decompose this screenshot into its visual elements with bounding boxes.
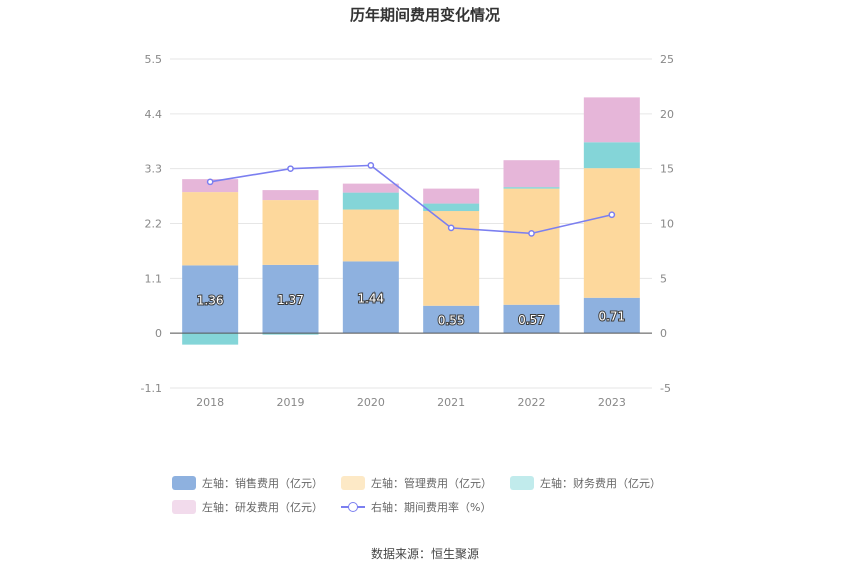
bar-finance bbox=[182, 333, 239, 345]
bar-rnd bbox=[503, 160, 560, 188]
y-left-tick-label: 4.4 bbox=[145, 108, 163, 121]
rate-series-line bbox=[210, 164, 613, 235]
bar-sales bbox=[503, 304, 560, 334]
bar-admin bbox=[583, 168, 640, 298]
bar-finance bbox=[262, 333, 319, 335]
y-right-tick-label: 20 bbox=[660, 108, 674, 121]
x-tick-label: 2019 bbox=[277, 396, 305, 409]
x-tick-label: 2021 bbox=[437, 396, 465, 409]
legend-line-icon bbox=[341, 500, 365, 514]
left-axis: 5.5 4.4 3.3 2.2 1.1 0 -1.1 bbox=[141, 53, 162, 395]
source-note: 数据来源：恒生聚源 bbox=[370, 547, 479, 561]
legend-label-sales: 左轴：销售费用（亿元） bbox=[202, 477, 323, 490]
bar-sales bbox=[583, 297, 640, 334]
bar-sales bbox=[262, 264, 319, 334]
legend-label-rate: 右轴：期间费用率（%） bbox=[371, 501, 492, 514]
bar-rnd bbox=[583, 97, 640, 143]
y-right-tick-label: 15 bbox=[660, 163, 674, 176]
legend-row: 左轴：销售费用（亿元） 左轴：管理费用（亿元） 左轴：财务费用（亿元） bbox=[172, 471, 692, 495]
legend-label-finance: 左轴：财务费用（亿元） bbox=[540, 477, 661, 490]
bar-finance bbox=[342, 192, 399, 210]
bar-admin bbox=[342, 209, 399, 262]
y-right-tick-label: 25 bbox=[660, 53, 674, 66]
x-tick-label: 2022 bbox=[518, 396, 546, 409]
bar-sales bbox=[423, 305, 480, 334]
rate-point bbox=[608, 211, 616, 219]
y-left-tick-label: 0 bbox=[155, 327, 162, 340]
legend-label-rnd: 左轴：研发费用（亿元） bbox=[202, 501, 323, 514]
data-labels: 1.36 1.37 1.44 0.55 0.57 0.71 bbox=[196, 290, 626, 328]
y-left-tick-label: 2.2 bbox=[145, 218, 163, 231]
rate-point bbox=[206, 178, 214, 186]
y-left-tick-label: 3.3 bbox=[145, 163, 163, 176]
sales-data-label: 1.37 bbox=[277, 293, 304, 307]
bar-sales bbox=[182, 265, 239, 334]
legend-swatch-admin bbox=[341, 476, 365, 490]
legend-swatch-sales bbox=[172, 476, 196, 490]
y-left-tick-label: 1.1 bbox=[145, 272, 163, 285]
sales-data-label: 0.57 bbox=[518, 313, 545, 327]
y-right-tick-label: -5 bbox=[660, 382, 671, 395]
x-axis: 2018 2019 2020 2021 2022 2023 bbox=[196, 396, 626, 409]
legend-swatch-rnd bbox=[172, 500, 196, 514]
legend-label-admin: 左轴：管理费用（亿元） bbox=[371, 477, 492, 490]
bar-rnd bbox=[182, 179, 239, 193]
y-left-tick-label: -1.1 bbox=[141, 382, 162, 395]
y-left-tick-label: 5.5 bbox=[145, 53, 163, 66]
y-right-tick-label: 5 bbox=[660, 272, 667, 285]
bar-finance bbox=[503, 187, 560, 189]
bar-rnd bbox=[262, 190, 319, 201]
rate-point bbox=[287, 165, 294, 173]
x-tick-label: 2023 bbox=[598, 396, 626, 409]
sales-data-label: 0.55 bbox=[438, 313, 465, 327]
sales-data-label: 1.36 bbox=[197, 293, 224, 307]
bar-finance bbox=[583, 142, 640, 169]
bar-rnd bbox=[342, 183, 399, 193]
legend-item-admin[interactable]: 左轴：管理费用（亿元） bbox=[341, 475, 492, 491]
grid-lines bbox=[170, 58, 652, 389]
y-right-tick-label: 10 bbox=[660, 218, 674, 231]
bar-admin bbox=[182, 192, 239, 266]
bar-sales bbox=[342, 261, 399, 334]
x-tick-label: 2020 bbox=[357, 396, 385, 409]
legend: 左轴：销售费用（亿元） 左轴：管理费用（亿元） 左轴：财务费用（亿元） 左轴：研… bbox=[172, 471, 692, 519]
bar-admin bbox=[262, 200, 319, 265]
bar-rnd bbox=[423, 188, 480, 204]
legend-item-sales[interactable]: 左轴：销售费用（亿元） bbox=[172, 475, 323, 491]
right-axis: 25 20 15 10 5 0 -5 bbox=[660, 53, 674, 395]
legend-swatch-finance bbox=[510, 476, 534, 490]
bar-admin bbox=[503, 188, 560, 305]
legend-item-finance[interactable]: 左轴：财务费用（亿元） bbox=[510, 475, 661, 491]
sales-data-label: 1.44 bbox=[357, 291, 384, 305]
bar-finance bbox=[423, 203, 480, 212]
bars bbox=[182, 97, 640, 345]
chart-title: 历年期间费用变化情况 bbox=[349, 6, 500, 24]
legend-item-rnd[interactable]: 左轴：研发费用（亿元） bbox=[172, 499, 323, 515]
legend-row: 左轴：研发费用（亿元） 右轴：期间费用率（%） bbox=[172, 495, 692, 519]
rate-point bbox=[447, 224, 455, 232]
rate-point bbox=[367, 162, 375, 169]
x-tick-label: 2018 bbox=[196, 396, 224, 409]
rate-point bbox=[528, 230, 535, 237]
sales-data-label: 0.71 bbox=[598, 309, 625, 323]
rate-line bbox=[206, 162, 616, 237]
y-right-tick-label: 0 bbox=[660, 327, 667, 340]
legend-item-rate[interactable]: 右轴：期间费用率（%） bbox=[341, 499, 491, 515]
